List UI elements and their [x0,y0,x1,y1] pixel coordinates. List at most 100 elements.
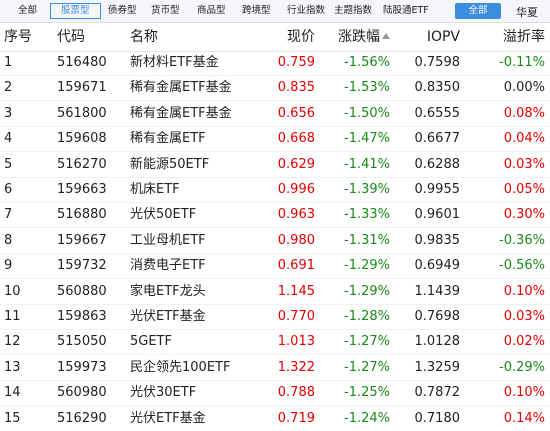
table-row[interactable]: 11 159863 光伏ETF基金 0.770 -1.28% 0.7698 0.03% [0,304,550,330]
cell: 0.9955 [414,182,461,197]
tab[interactable]: 债券型 [108,5,137,16]
filter-next[interactable]: 华夏 [516,6,538,19]
cell: -1.56% [344,55,390,70]
cell: 0.6949 [414,258,461,274]
cell: 0.08% [503,105,545,121]
tab[interactable]: 商品型 [197,5,226,16]
cell: 0.656 [277,105,315,121]
cell: 1.322 [277,359,315,375]
cell: 0.7180 [414,410,461,426]
cell: 0.30% [503,207,545,223]
cell: 159671 [57,80,107,96]
cell: 1.0128 [414,334,461,350]
cell: 0.668 [277,131,315,147]
cell: 5 [4,156,13,172]
tab[interactable]: 货币型 [151,5,180,16]
table-row[interactable]: 15 516290 光伏ETF基金 0.719 -1.24% 0.7180 0.14% [0,406,550,431]
cell: 民企领先100ETF [130,359,231,375]
cell: 0.629 [277,156,315,172]
cell: 0.05% [503,182,545,197]
table-row[interactable]: 10 560880 家电ETF龙头 1.145 -1.29% 1.1439 0.10% [0,279,550,305]
column-header[interactable]: 名称 [130,29,158,45]
table-row[interactable]: 12 515050 5GETF 1.013 -1.27% 1.0128 0.02% [0,329,550,356]
cell: 1.013 [277,334,315,350]
table-row[interactable]: 7 516880 光伏50ETF 0.963 -1.33% 0.9601 0.30% [0,202,550,229]
tab[interactable]: 股票型 [50,3,101,19]
cell: 0.00% [503,80,545,96]
cell: -1.41% [344,156,390,172]
cell: 561800 [57,105,107,121]
cell: -1.29% [344,283,390,299]
table-row[interactable]: 6 159663 机床ETF 0.996 -1.39% 0.9955 0.05% [0,177,550,203]
tab[interactable]: 主题指数 [334,5,373,16]
cell: -1.39% [344,182,390,197]
cell: -0.11% [499,55,545,70]
cell: -1.27% [344,359,390,375]
cell: 7 [4,207,13,223]
cell: 0.02% [503,334,545,350]
table-row[interactable]: 4 159608 稀有金属ETF 0.668 -1.47% 0.6677 0.04% [0,126,550,153]
cell: -1.31% [344,232,390,248]
cell: 560880 [57,283,107,299]
column-header[interactable]: 涨跌幅 [338,29,380,45]
tab[interactable]: 全部 [18,5,38,16]
cell: 稀有金属ETF基金 [130,105,232,121]
cell: 0.14% [503,410,545,426]
cell: 516270 [57,156,107,172]
cell: 稀有金属ETF基金 [130,80,232,96]
cell: 0.788 [277,385,315,401]
tab[interactable]: 行业指数 [287,5,326,16]
column-header[interactable]: 现价 [287,29,315,45]
table-row[interactable]: 5 516270 新能源50ETF 0.629 -1.41% 0.6288 0.03% [0,152,550,178]
cell: 0.9835 [414,232,461,248]
cell: -1.28% [344,309,390,324]
cell: 0.980 [277,232,315,248]
cell: 0.6555 [414,105,461,121]
table-row[interactable]: 2 159671 稀有金属ETF基金 0.835 -1.53% 0.8350 0.00% [0,75,550,102]
cell: 家电ETF龙头 [130,283,206,299]
cell: -0.29% [499,359,545,375]
cell: 159863 [57,309,107,324]
cell: 6 [4,182,13,197]
cell: 0.996 [277,182,315,197]
table-header: 序号 代码 名称 现价 涨跌幅 IOPV 溢折率 [0,23,550,52]
cell: 159608 [57,131,107,147]
cell: 新能源50ETF [130,156,210,172]
cell: 稀有金属ETF [130,131,206,147]
cell: 0.691 [277,258,315,274]
table-row[interactable]: 14 560980 光伏30ETF 0.788 -1.25% 0.7872 0.10% [0,380,550,407]
tab[interactable]: 陆股通ETF [383,5,429,16]
cell: -1.27% [344,334,390,350]
column-header[interactable]: IOPV [426,29,460,45]
cell: 0.759 [277,55,315,70]
cell: 3 [4,105,13,121]
cell: 0.03% [503,309,545,324]
cell: 1.3259 [414,359,461,375]
table-row[interactable]: 9 159732 消费电子ETF 0.691 -1.29% 0.6949 -0.56% [0,253,550,280]
cell: 新材料ETF基金 [130,55,219,70]
table-row[interactable]: 8 159667 工业母机ETF 0.980 -1.31% 0.9835 -0.36% [0,228,550,254]
filter-button[interactable]: 全部 [455,3,501,19]
cell: -1.29% [344,258,390,274]
cell: 14 [4,385,21,401]
cell: 1.1439 [414,283,461,299]
table-row[interactable]: 3 561800 稀有金属ETF基金 0.656 -1.50% 0.6555 0.08% [0,101,550,127]
cell: 159663 [57,182,107,197]
cell: -1.53% [344,80,390,96]
tab[interactable]: 跨境型 [242,5,271,16]
cell: 0.7598 [414,55,461,70]
cell: 0.04% [503,131,545,147]
table-row[interactable]: 1 516480 新材料ETF基金 0.759 -1.56% 0.7598 -0.11% [0,50,550,76]
cell: 516290 [57,410,107,426]
column-header[interactable]: 序号 [4,29,32,45]
column-header[interactable]: 溢折率 [503,29,545,45]
cell: -1.24% [344,410,390,426]
column-header[interactable]: 代码 [57,29,85,45]
cell: 159973 [57,359,107,375]
cell: 2 [4,80,13,96]
cell: -1.33% [344,207,390,223]
cell: 机床ETF [130,182,180,197]
cell: 工业母机ETF [130,232,206,248]
table-row[interactable]: 13 159973 民企领先100ETF 1.322 -1.27% 1.3259 -0.29… [0,355,550,381]
